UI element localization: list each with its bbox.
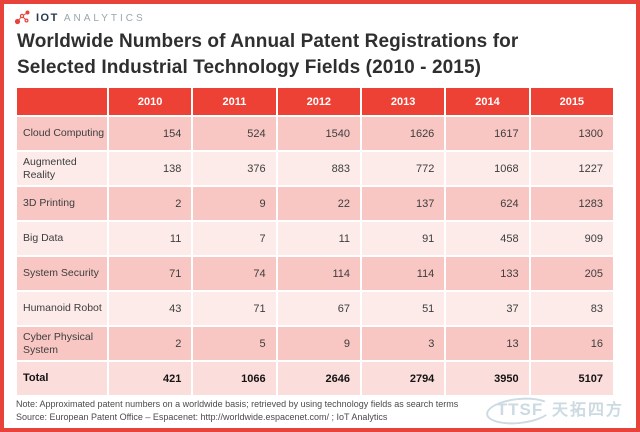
cell-value: 9	[193, 187, 276, 220]
cell-value: 205	[530, 257, 613, 290]
cell-value: 9	[277, 327, 360, 360]
cell-value: 5	[193, 327, 276, 360]
cell-value: 1283	[530, 187, 613, 220]
cell-value: 772	[361, 152, 445, 185]
logo-text-analytics: ANALYTICS	[63, 12, 146, 24]
row-label: 3D Printing	[17, 187, 107, 220]
note-line: Note: Approximated patent numbers on a w…	[16, 399, 459, 409]
cell-value: 133	[446, 257, 529, 290]
table-header-row: 2010 2011 2012 2013 2014 2015	[17, 88, 613, 115]
logo-text-iot: IOT	[36, 12, 59, 24]
cell-value: 2	[109, 327, 192, 360]
year-header-2013: 2013	[361, 88, 445, 115]
corner-cell	[17, 88, 107, 115]
row-label: Cloud Computing	[17, 117, 107, 150]
cell-value: 524	[193, 117, 276, 150]
cell-value: 114	[361, 257, 445, 290]
page-title: Worldwide Numbers of Annual Patent Regis…	[17, 29, 622, 81]
cell-value: 624	[446, 187, 529, 220]
table-row-total: Total 421 1066 2646 2794 3950 5107	[17, 362, 613, 395]
cell-value: 7	[193, 222, 276, 255]
cell-value: 11	[109, 222, 192, 255]
cell-value: 3950	[446, 362, 529, 395]
cell-value: 2646	[277, 362, 360, 395]
cell-value: 1068	[446, 152, 529, 185]
year-header-2011: 2011	[193, 88, 276, 115]
tiantuo-sifang-watermark: TTSF 天拓四方	[494, 396, 624, 420]
watermark-chinese: 天拓四方	[551, 402, 624, 419]
cell-value: 138	[109, 152, 192, 185]
year-header-2010: 2010	[109, 88, 192, 115]
cell-value: 376	[193, 152, 276, 185]
table-row-cyber-physical-system: Cyber Physical System 2 5 9 3 13 16	[17, 327, 613, 360]
cell-value: 83	[530, 292, 613, 325]
iot-analytics-logo: IOT ANALYTICS	[14, 10, 636, 26]
source-line: Source: European Patent Office – Espacen…	[16, 411, 388, 422]
cell-value: 13	[446, 327, 529, 360]
cell-value: 2794	[361, 362, 445, 395]
patent-registrations-table: 2010 2011 2012 2013 2014 2015 Cloud Comp…	[15, 86, 615, 397]
title-line-1: Worldwide Numbers of Annual Patent Regis…	[17, 31, 519, 52]
cell-value: 22	[277, 187, 360, 220]
cell-value: 421	[109, 362, 192, 395]
cell-value: 71	[109, 257, 192, 290]
row-label: Big Data	[17, 222, 107, 255]
cell-value: 51	[361, 292, 445, 325]
watermark-latin: TTSF	[494, 400, 547, 420]
row-label: Cyber Physical System	[17, 327, 107, 360]
cell-value: 37	[446, 292, 529, 325]
cell-value: 909	[530, 222, 613, 255]
cell-value: 114	[277, 257, 360, 290]
cell-value: 1540	[277, 117, 360, 150]
year-header-2015: 2015	[530, 88, 613, 115]
year-header-2014: 2014	[446, 88, 529, 115]
cell-value: 137	[361, 187, 445, 220]
cell-value: 16	[530, 327, 613, 360]
cell-value: 1066	[193, 362, 276, 395]
cell-value: 71	[193, 292, 276, 325]
cell-value: 91	[361, 222, 445, 255]
row-label: System Security	[17, 257, 107, 290]
cell-value: 74	[193, 257, 276, 290]
title-line-2: Selected Industrial Technology Fields (2…	[17, 57, 482, 78]
table-row-system-security: System Security 71 74 114 114 133 205	[17, 257, 613, 290]
year-header-2012: 2012	[277, 88, 360, 115]
cell-value: 67	[277, 292, 360, 325]
cell-value: 11	[277, 222, 360, 255]
cell-value: 1300	[530, 117, 613, 150]
cell-value: 2	[109, 187, 192, 220]
cell-value: 43	[109, 292, 192, 325]
row-label: Total	[17, 362, 107, 395]
row-label: Augmented Reality	[17, 152, 107, 185]
cell-value: 1617	[446, 117, 529, 150]
table-row-augmented-reality: Augmented Reality 138 376 883 772 1068 1…	[17, 152, 613, 185]
network-nodes-icon	[14, 10, 30, 25]
cell-value: 883	[277, 152, 360, 185]
cell-value: 154	[109, 117, 192, 150]
table-row-cloud-computing: Cloud Computing 154 524 1540 1626 1617 1…	[17, 117, 613, 150]
table-row-big-data: Big Data 11 7 11 91 458 909	[17, 222, 613, 255]
table-row-humanoid-robot: Humanoid Robot 43 71 67 51 37 83	[17, 292, 613, 325]
cell-value: 3	[361, 327, 445, 360]
cell-value: 458	[446, 222, 529, 255]
cell-value: 5107	[530, 362, 613, 395]
cell-value: 1626	[361, 117, 445, 150]
footer-notes: Note: Approximated patent numbers on a w…	[16, 398, 458, 423]
cell-value: 1227	[530, 152, 613, 185]
row-label: Humanoid Robot	[17, 292, 107, 325]
table-row-3d-printing: 3D Printing 2 9 22 137 624 1283	[17, 187, 613, 220]
